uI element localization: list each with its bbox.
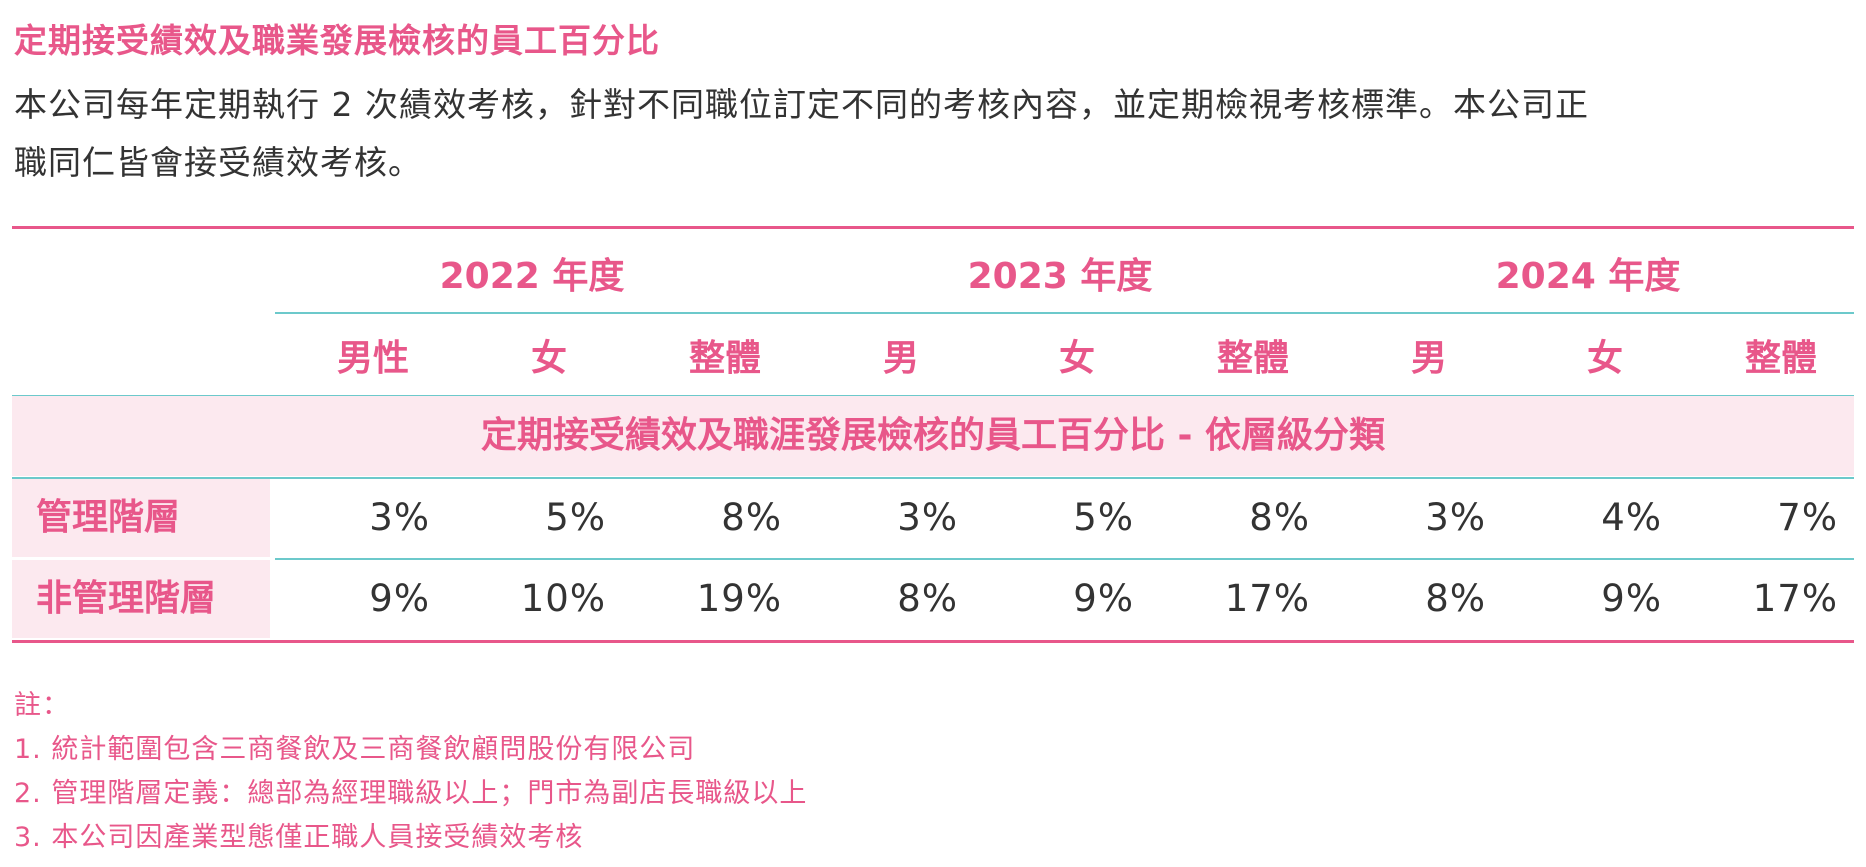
row-label-non-management: 非管理階層 [12, 560, 270, 638]
cell-management-2024-female: 4% [1601, 496, 1662, 539]
gender-header-2023-total: 整體 [1216, 338, 1289, 379]
cell-nonmanagement-2024-total: 17% [1752, 577, 1838, 620]
gender-header-2023-male: 男 [882, 338, 919, 379]
section-bottom-rule [12, 477, 1854, 479]
cell-nonmanagement-2023-male: 8% [897, 577, 958, 620]
gender-header-2022-female: 女 [530, 338, 567, 379]
gender-header-2023-female: 女 [1058, 338, 1095, 379]
cell-management-2022-female: 5% [545, 496, 606, 539]
year-header-2023: 2023 年度 [967, 256, 1153, 297]
cell-nonmanagement-2024-male: 8% [1425, 577, 1486, 620]
footnotes-heading: 註： [14, 690, 70, 721]
cell-nonmanagement-2022-male: 9% [369, 577, 430, 620]
performance-review-table: 2022 年度 2023 年度 2024 年度 男性 女 整體 男 女 整體 男… [12, 226, 1854, 643]
intro-paragraph: 本公司每年定期執行 2 次績效考核，針對不同職位訂定不同的考核內容，並定期檢視考… [14, 76, 1854, 192]
cell-management-2024-total: 7% [1777, 496, 1838, 539]
cell-nonmanagement-2022-total: 19% [696, 577, 782, 620]
cell-nonmanagement-2024-female: 9% [1601, 577, 1662, 620]
cell-management-2024-male: 3% [1425, 496, 1486, 539]
cell-management-2023-female: 5% [1073, 496, 1134, 539]
year-header-2022: 2022 年度 [439, 256, 625, 297]
gender-header-2022-total: 整體 [688, 338, 761, 379]
gender-header-2022-male: 男性 [336, 338, 409, 379]
cell-nonmanagement-2022-female: 10% [520, 577, 606, 620]
section-heading: 定期接受績效及職涯發展檢核的員工百分比 - 依層級分類 [12, 396, 1854, 476]
footnote-item: 2. 管理階層定義：總部為經理職級以上；門市為副店長職級以上 [14, 778, 808, 809]
year-header-2024: 2024 年度 [1495, 256, 1681, 297]
footnote-item: 1. 統計範圍包含三商餐飲及三商餐飲顧問股份有限公司 [14, 734, 696, 765]
cell-management-2022-total: 8% [721, 496, 782, 539]
gender-header-2024-male: 男 [1410, 338, 1447, 379]
page-title: 定期接受績效及職業發展檢核的員工百分比 [14, 21, 660, 60]
cell-nonmanagement-2023-female: 9% [1073, 577, 1134, 620]
footnote-item: 3. 本公司因產業型態僅正職人員接受績效考核 [14, 822, 584, 853]
cell-management-2022-male: 3% [369, 496, 430, 539]
table-bottom-rule [12, 640, 1854, 643]
table-top-rule [12, 226, 1854, 229]
footnotes: 註： 1. 統計範圍包含三商餐飲及三商餐飲顧問股份有限公司 2. 管理階層定義：… [14, 684, 807, 860]
row-divider-rule [275, 558, 1854, 560]
gender-header-2024-total: 整體 [1744, 338, 1817, 379]
cell-management-2023-male: 3% [897, 496, 958, 539]
gender-header-2024-female: 女 [1586, 338, 1623, 379]
row-label-management: 管理階層 [12, 479, 270, 557]
intro-line-1: 本公司每年定期執行 2 次績效考核，針對不同職位訂定不同的考核內容，並定期檢視考… [14, 85, 1589, 124]
intro-line-2: 職同仁皆會接受績效考核。 [14, 143, 422, 182]
cell-nonmanagement-2023-total: 17% [1224, 577, 1310, 620]
year-divider-rule [275, 312, 1854, 314]
cell-management-2023-total: 8% [1249, 496, 1310, 539]
